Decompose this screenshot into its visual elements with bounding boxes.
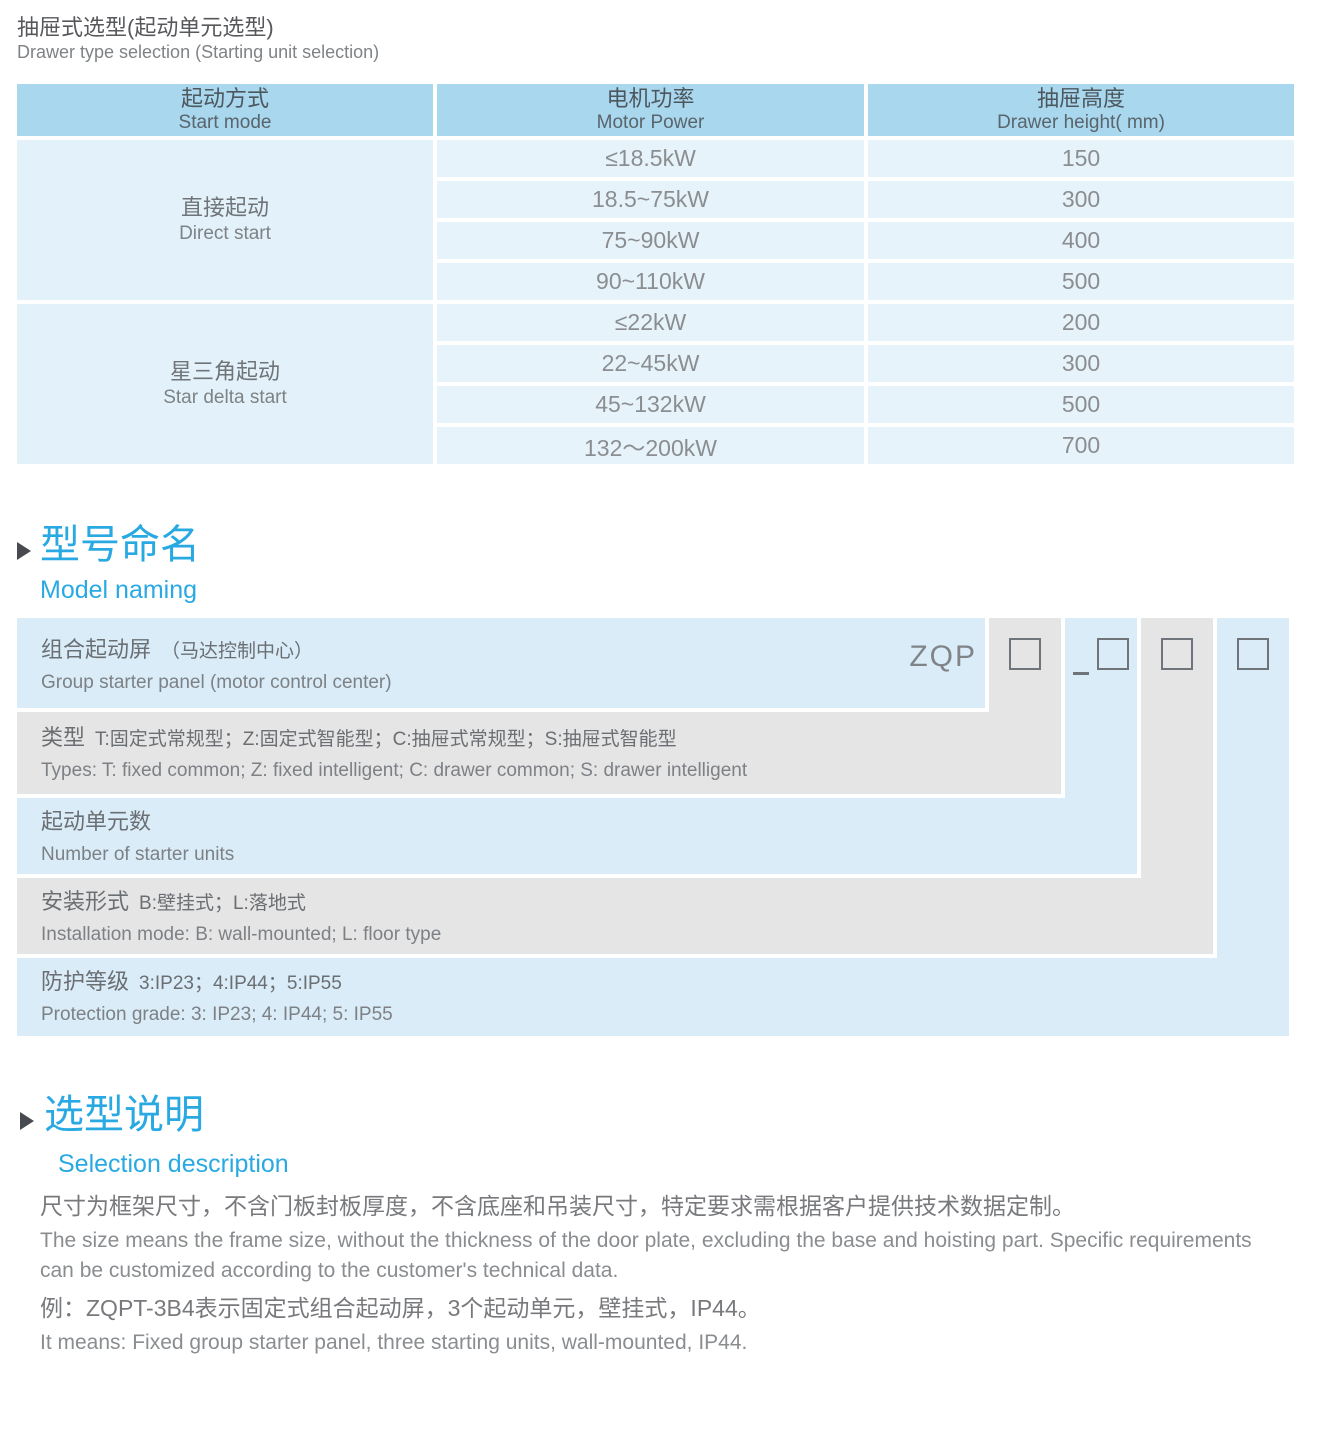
table-cell-height: 700: [868, 427, 1294, 464]
mode-direct-start-en: Direct start: [179, 222, 271, 244]
selection-description-heading-en: Selection description: [58, 1150, 289, 1178]
diagram-row5-text: 防护等级 3:IP23；4:IP44；5:IP55 Protection grad…: [41, 968, 393, 1027]
description-line-en: The size means the frame size, without t…: [40, 1229, 1252, 1282]
stripe-installation-code: [1141, 618, 1213, 954]
diagram-row1-plate: [17, 618, 985, 708]
table-cell-power: 132～200kW: [437, 427, 864, 464]
example-line-en: It means: Fixed group starter panel, thr…: [40, 1331, 748, 1354]
col-header-motor-power-cn: 电机功率: [606, 86, 695, 112]
selection-table: 起动方式 Start mode 电机功率 Motor Power 抽屉高度 Dr…: [17, 84, 1294, 464]
table-cell-height: 500: [868, 263, 1294, 300]
mode-star-delta-en: Star delta start: [163, 386, 287, 408]
stripe-unit-count-code: [1065, 618, 1137, 874]
protection-code-box: [1237, 638, 1269, 670]
col-header-drawer-height-en: Drawer height( mm): [997, 111, 1165, 133]
table-cell-power: ≤22kW: [437, 304, 864, 341]
mode-cell-star-delta-start: 星三角起动 Star delta start: [17, 304, 433, 464]
table-cell-height: 200: [868, 304, 1294, 341]
model-naming-diagram: ZQP 组合起动屏 （马达控制中心） Group starter panel (m…: [17, 618, 1289, 1036]
diagram-row4-plate: [17, 878, 1213, 954]
mode-direct-start-cn: 直接起动: [180, 195, 269, 221]
unit-count-code-box: [1097, 638, 1129, 670]
row4-label-cn: 安装形式: [41, 889, 130, 914]
table-cell-height: 300: [868, 181, 1294, 218]
diagram-row5-plate: [17, 958, 1289, 1036]
model-prefix: ZQP: [909, 640, 977, 673]
section-marker-icon: [17, 542, 31, 560]
row1-en: Group starter panel (motor control cente…: [41, 671, 392, 693]
page-title-cn: 抽屉式选型(起动单元选型): [17, 15, 274, 40]
col-header-drawer-height-cn: 抽屉高度: [1036, 86, 1125, 112]
table-cell-height: 400: [868, 222, 1294, 259]
row2-detail-cn: T:固定式常规型；Z:固定式智能型；C:抽屉式常规型；S:抽屉式智能型: [95, 729, 677, 750]
stripe-protection-code: [1217, 618, 1289, 1036]
model-naming-heading-cn: 型号命名: [40, 523, 200, 567]
mode-star-delta-cn: 星三角起动: [169, 359, 280, 385]
table-cell-power: 45~132kW: [437, 386, 864, 423]
selection-description-body: 尺寸为框架尺寸，不含门板封板厚度，不含底座和吊装尺寸，特定要求需根据客户提供技术…: [40, 1190, 1290, 1364]
model-naming-heading-en: Model naming: [40, 576, 198, 604]
dash-icon: [1073, 672, 1089, 675]
table-cell-power: 18.5~75kW: [437, 181, 864, 218]
diagram-row3-text: 起动单元数 Number of starter units: [41, 808, 234, 867]
row5-detail-cn: 3:IP23；4:IP44；5:IP55: [139, 973, 342, 994]
row2-en: Types: T: fixed common; Z: fixed intelli…: [41, 759, 748, 781]
diagram-row3-plate: [17, 798, 1137, 874]
selection-description-heading-cn: 选型说明: [44, 1093, 204, 1137]
diagram-row1-text: 组合起动屏 （马达控制中心） Group starter panel (motor…: [41, 636, 392, 695]
col-header-start-mode-en: Start mode: [178, 111, 272, 133]
section-marker-icon: [20, 1112, 34, 1130]
type-code-box: [1009, 638, 1041, 670]
col-header-drawer-height: 抽屉高度 Drawer height( mm): [868, 84, 1294, 136]
table-cell-power: 22~45kW: [437, 345, 864, 382]
row1-detail-cn: （马达控制中心）: [161, 641, 314, 662]
row3-label-cn: 起动单元数: [41, 809, 152, 834]
col-header-motor-power-en: Motor Power: [596, 111, 705, 133]
table-cell-power: 90~110kW: [437, 263, 864, 300]
table-cell-height: 500: [868, 386, 1294, 423]
example-line-cn: 例：ZQPT-3B4表示固定式组合起动屏，3个起动单元，壁挂式，IP44。: [40, 1295, 761, 1321]
table-cell-power: ≤18.5kW: [437, 140, 864, 177]
row2-label-cn: 类型: [41, 725, 86, 750]
installation-code-box: [1161, 638, 1193, 670]
diagram-row2-plate: [17, 712, 1061, 794]
table-cell-height: 300: [868, 345, 1294, 382]
row3-en: Number of starter units: [41, 843, 235, 865]
row4-en: Installation mode: B: wall-mounted; L: f…: [41, 923, 442, 945]
row5-en: Protection grade: 3: IP23; 4: IP44; 5: I…: [41, 1003, 393, 1025]
description-line-cn: 尺寸为框架尺寸，不含门板封板厚度，不含底座和吊装尺寸，特定要求需根据客户提供技术…: [40, 1193, 1075, 1219]
col-header-start-mode: 起动方式 Start mode: [17, 84, 433, 136]
diagram-row4-text: 安装形式 B:壁挂式；L:落地式 Installation mode: B: wa…: [41, 888, 441, 947]
mode-cell-direct-start: 直接起动 Direct start: [17, 140, 433, 300]
row1-label-cn: 组合起动屏: [41, 637, 152, 662]
diagram-row2-text: 类型 T:固定式常规型；Z:固定式智能型；C:抽屉式常规型；S:抽屉式智能型 Ty…: [41, 724, 747, 783]
col-header-motor-power: 电机功率 Motor Power: [437, 84, 864, 136]
table-cell-power: 75~90kW: [437, 222, 864, 259]
table-cell-height: 150: [868, 140, 1294, 177]
row4-detail-cn: B:壁挂式；L:落地式: [139, 893, 306, 914]
page-title-en: Drawer type selection (Starting unit sel…: [17, 42, 380, 62]
row5-label-cn: 防护等级: [41, 969, 130, 994]
stripe-type-code: [989, 618, 1061, 794]
col-header-start-mode-cn: 起动方式: [180, 86, 269, 112]
